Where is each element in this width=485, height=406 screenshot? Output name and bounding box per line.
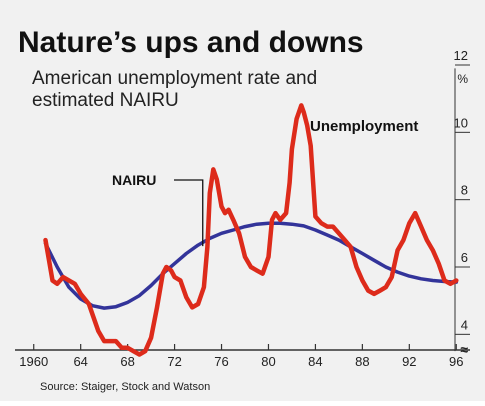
nairu-line	[43, 221, 459, 310]
chart-subtitle-line-2: estimated NAIRU	[32, 90, 179, 111]
x-tick-label: 80	[261, 354, 275, 369]
unemployment-series-label: Unemployment	[310, 118, 418, 135]
x-tick-label: 76	[214, 354, 228, 369]
x-tick-label: 68	[120, 354, 134, 369]
y-tick-label: 12	[454, 48, 468, 63]
series-lines	[43, 103, 459, 357]
x-tick-label: 92	[402, 354, 416, 369]
unemployment-line	[43, 103, 459, 357]
chart-source: Source: Staiger, Stock and Watson	[40, 381, 210, 393]
chart-title: Nature’s ups and downs	[18, 26, 364, 59]
annotations: Unemployment NAIRU	[112, 118, 418, 247]
x-tick-label: 1960	[19, 354, 48, 369]
x-tick-label: 64	[73, 354, 87, 369]
x-tick-label: 72	[167, 354, 181, 369]
y-tick-label: 10	[454, 115, 468, 130]
nairu-leader-line	[174, 179, 204, 247]
nairu-series-label: NAIRU	[112, 172, 156, 188]
x-tick-label: 96	[449, 354, 463, 369]
y-tick-label: 4	[461, 317, 468, 332]
x-tick-label: 84	[308, 354, 322, 369]
y-unit-label: %	[457, 72, 468, 86]
y-tick-label: 6	[461, 250, 468, 265]
y-tick-label: 8	[461, 183, 468, 198]
x-axis: 1960 64 68 72 76 80 84 88 92 96	[15, 344, 470, 369]
x-tick-label: 88	[355, 354, 369, 369]
chart-subtitle-line-1: American unemployment rate and	[32, 68, 317, 89]
